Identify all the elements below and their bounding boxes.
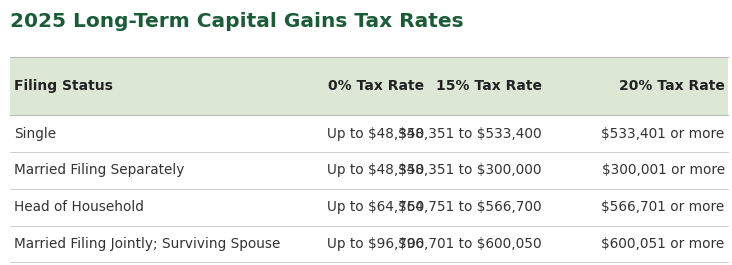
Text: \$64,751 to \$566,700: \$64,751 to \$566,700 [398,200,542,214]
Text: \$566,701 or more: \$566,701 or more [602,200,725,214]
Text: Married Filing Separately: Married Filing Separately [14,164,184,178]
Text: Up to \$48,350: Up to \$48,350 [327,127,425,141]
Text: 15% Tax Rate: 15% Tax Rate [436,79,542,93]
Text: Filing Status: Filing Status [14,79,113,93]
Text: Married Filing Jointly; Surviving Spouse: Married Filing Jointly; Surviving Spouse [14,237,280,251]
Text: Up to \$64,750: Up to \$64,750 [327,200,425,214]
Text: 2025 Long-Term Capital Gains Tax Rates: 2025 Long-Term Capital Gains Tax Rates [10,12,463,31]
Text: \$533,401 or more: \$533,401 or more [602,127,725,141]
Bar [10,57,728,115]
Text: \$48,351 to \$300,000: \$48,351 to \$300,000 [398,164,542,178]
Text: \$600,051 or more: \$600,051 or more [602,237,725,251]
Text: Head of Household: Head of Household [14,200,143,214]
Text: 20% Tax Rate: 20% Tax Rate [619,79,725,93]
Text: \$300,001 or more: \$300,001 or more [602,164,725,178]
Text: Single: Single [14,127,56,141]
Text: Up to \$96,700: Up to \$96,700 [327,237,425,251]
Text: \$48,351 to \$533,400: \$48,351 to \$533,400 [398,127,542,141]
Text: \$96,701 to \$600,050: \$96,701 to \$600,050 [398,237,542,251]
Text: Up to \$48,350: Up to \$48,350 [327,164,425,178]
Text: 0% Tax Rate: 0% Tax Rate [329,79,425,93]
